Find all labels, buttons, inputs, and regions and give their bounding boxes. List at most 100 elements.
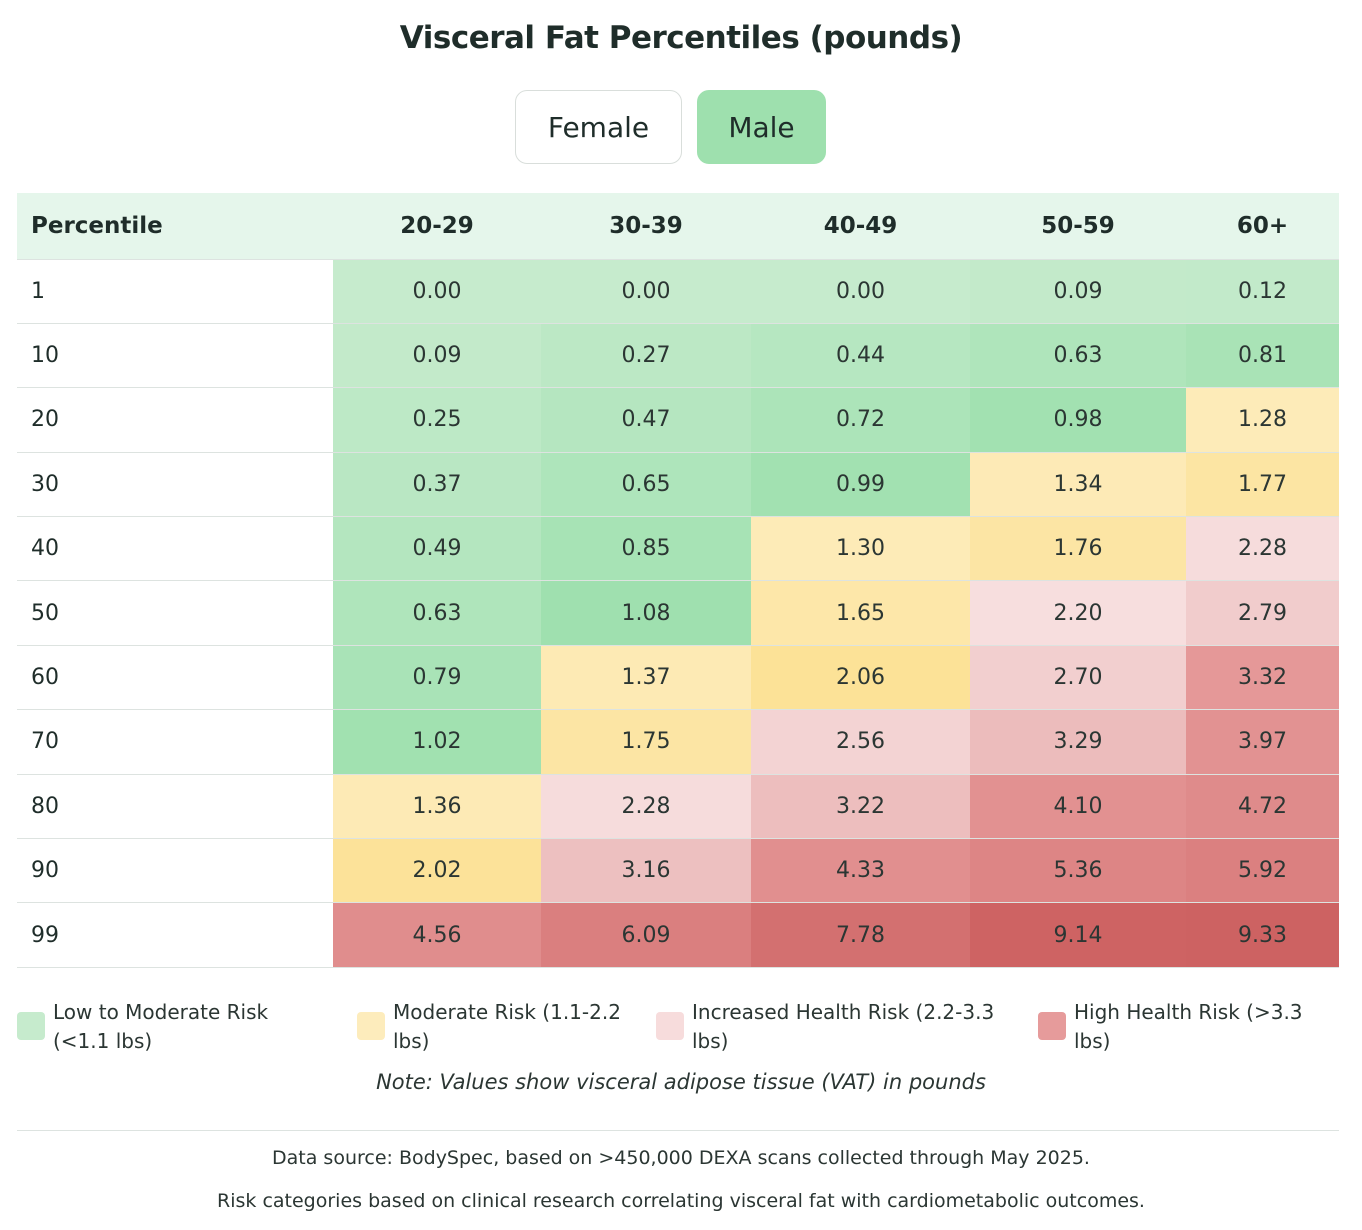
value-cell: 3.22: [751, 773, 970, 839]
table-row: 50 0.63 1.08 1.65 2.20 2.79: [17, 580, 1339, 646]
percentile-cell: 50: [17, 580, 333, 646]
value-cell: 4.10: [970, 773, 1186, 839]
table-row: 90 2.02 3.16 4.33 5.36 5.92: [17, 838, 1339, 903]
value-cell: 2.28: [1186, 516, 1339, 581]
value-cell: 3.29: [970, 709, 1186, 775]
percentile-cell: 99: [17, 902, 333, 968]
note-prefix: Note: [376, 1070, 426, 1094]
value-cell: 9.14: [970, 902, 1186, 968]
value-cell: 0.12: [1186, 258, 1339, 324]
footer-divider: [17, 1130, 1339, 1131]
value-cell: 0.63: [970, 322, 1186, 388]
column-header: 40-49: [751, 193, 970, 259]
risk-basis-text: Risk categories based on clinical resear…: [217, 1190, 1145, 1212]
value-cell: 0.00: [541, 258, 751, 324]
percentile-cell: 20: [17, 387, 333, 453]
table-row: 30 0.37 0.65 0.99 1.34 1.77: [17, 451, 1339, 517]
legend-label: Low to Moderate Risk (<1.1 lbs): [53, 1000, 269, 1053]
value-cell: 0.85: [541, 516, 751, 581]
value-cell: 1.76: [970, 516, 1186, 581]
percentile-header: Percentile: [17, 193, 333, 259]
value-cell: 0.09: [333, 322, 541, 388]
data-source-text: Data source: BodySpec, based on >450,000…: [272, 1147, 1090, 1169]
value-cell: 3.97: [1186, 709, 1339, 775]
table-row: 10 0.09 0.27 0.44 0.63 0.81: [17, 322, 1339, 388]
value-cell: 0.00: [333, 258, 541, 324]
value-cell: 0.65: [541, 451, 751, 517]
legend-swatch: [357, 1012, 385, 1040]
value-cell: 1.75: [541, 709, 751, 775]
legend-swatch: [17, 1012, 45, 1040]
legend-item-low: Low to Moderate Risk (<1.1 lbs): [17, 998, 315, 1056]
value-cell: 2.70: [970, 644, 1186, 710]
legend-item-high: High Health Risk (>3.3 lbs): [1038, 998, 1314, 1056]
table-row: 80 1.36 2.28 3.22 4.10 4.72: [17, 773, 1339, 839]
value-cell: 5.36: [970, 838, 1186, 903]
table-note: Note: Values show visceral adipose tissu…: [0, 1070, 1362, 1094]
column-header: 50-59: [970, 193, 1186, 259]
value-cell: 0.00: [751, 258, 970, 324]
percentile-cell: 40: [17, 516, 333, 581]
value-cell: 2.28: [541, 773, 751, 839]
table-row: 20 0.25 0.47 0.72 0.98 1.28: [17, 387, 1339, 453]
percentile-cell: 10: [17, 322, 333, 388]
value-cell: 1.08: [541, 580, 751, 646]
male-toggle-button[interactable]: Male: [697, 90, 826, 164]
value-cell: 2.06: [751, 644, 970, 710]
table-row: 40 0.49 0.85 1.30 1.76 2.28: [17, 516, 1339, 581]
value-cell: 0.49: [333, 516, 541, 581]
value-cell: 0.09: [970, 258, 1186, 324]
percentile-cell: 1: [17, 258, 333, 324]
value-cell: 9.33: [1186, 902, 1339, 968]
legend-item-moderate: Moderate Risk (1.1-2.2 lbs): [357, 998, 621, 1056]
value-cell: 0.99: [751, 451, 970, 517]
legend-item-increased: Increased Health Risk (2.2-3.3 lbs): [656, 998, 1002, 1056]
value-cell: 0.27: [541, 322, 751, 388]
percentile-cell: 70: [17, 709, 333, 775]
value-cell: 6.09: [541, 902, 751, 968]
female-toggle-button[interactable]: Female: [515, 90, 682, 164]
value-cell: 3.32: [1186, 644, 1339, 710]
value-cell: 1.37: [541, 644, 751, 710]
value-cell: 1.65: [751, 580, 970, 646]
column-header: 60+: [1186, 193, 1339, 259]
percentile-table: Percentile 20-29 30-39 40-49 50-59 60+ 1…: [17, 193, 1339, 968]
percentile-cell: 80: [17, 773, 333, 839]
value-cell: 0.63: [333, 580, 541, 646]
value-cell: 2.56: [751, 709, 970, 775]
legend-label: Moderate Risk (1.1-2.2 lbs): [393, 1000, 621, 1053]
value-cell: 2.20: [970, 580, 1186, 646]
value-cell: 0.47: [541, 387, 751, 453]
table-row: 99 4.56 6.09 7.78 9.14 9.33: [17, 902, 1339, 968]
value-cell: 1.34: [970, 451, 1186, 517]
chart-title: Visceral Fat Percentiles (pounds): [399, 20, 963, 56]
percentile-cell: 30: [17, 451, 333, 517]
value-cell: 1.77: [1186, 451, 1339, 517]
legend-swatch: [656, 1012, 684, 1040]
note-text: : Values show visceral adipose tissue (V…: [425, 1070, 986, 1094]
legend-label: Increased Health Risk (2.2-3.3 lbs): [692, 1000, 995, 1053]
legend-label: High Health Risk (>3.3 lbs): [1074, 1000, 1303, 1053]
value-cell: 1.28: [1186, 387, 1339, 453]
value-cell: 0.72: [751, 387, 970, 453]
table-row: 1 0.00 0.00 0.00 0.09 0.12: [17, 258, 1339, 324]
percentile-cell: 90: [17, 838, 333, 903]
value-cell: 1.02: [333, 709, 541, 775]
value-cell: 0.37: [333, 451, 541, 517]
legend-swatch: [1038, 1012, 1066, 1040]
value-cell: 4.72: [1186, 773, 1339, 839]
table-row: 70 1.02 1.75 2.56 3.29 3.97: [17, 709, 1339, 775]
value-cell: 1.36: [333, 773, 541, 839]
value-cell: 0.25: [333, 387, 541, 453]
value-cell: 2.79: [1186, 580, 1339, 646]
column-header: 20-29: [333, 193, 541, 259]
value-cell: 1.30: [751, 516, 970, 581]
percentile-cell: 60: [17, 644, 333, 710]
value-cell: 5.92: [1186, 838, 1339, 903]
value-cell: 0.79: [333, 644, 541, 710]
value-cell: 4.33: [751, 838, 970, 903]
value-cell: 2.02: [333, 838, 541, 903]
value-cell: 7.78: [751, 902, 970, 968]
value-cell: 0.81: [1186, 322, 1339, 388]
column-header: 30-39: [541, 193, 751, 259]
